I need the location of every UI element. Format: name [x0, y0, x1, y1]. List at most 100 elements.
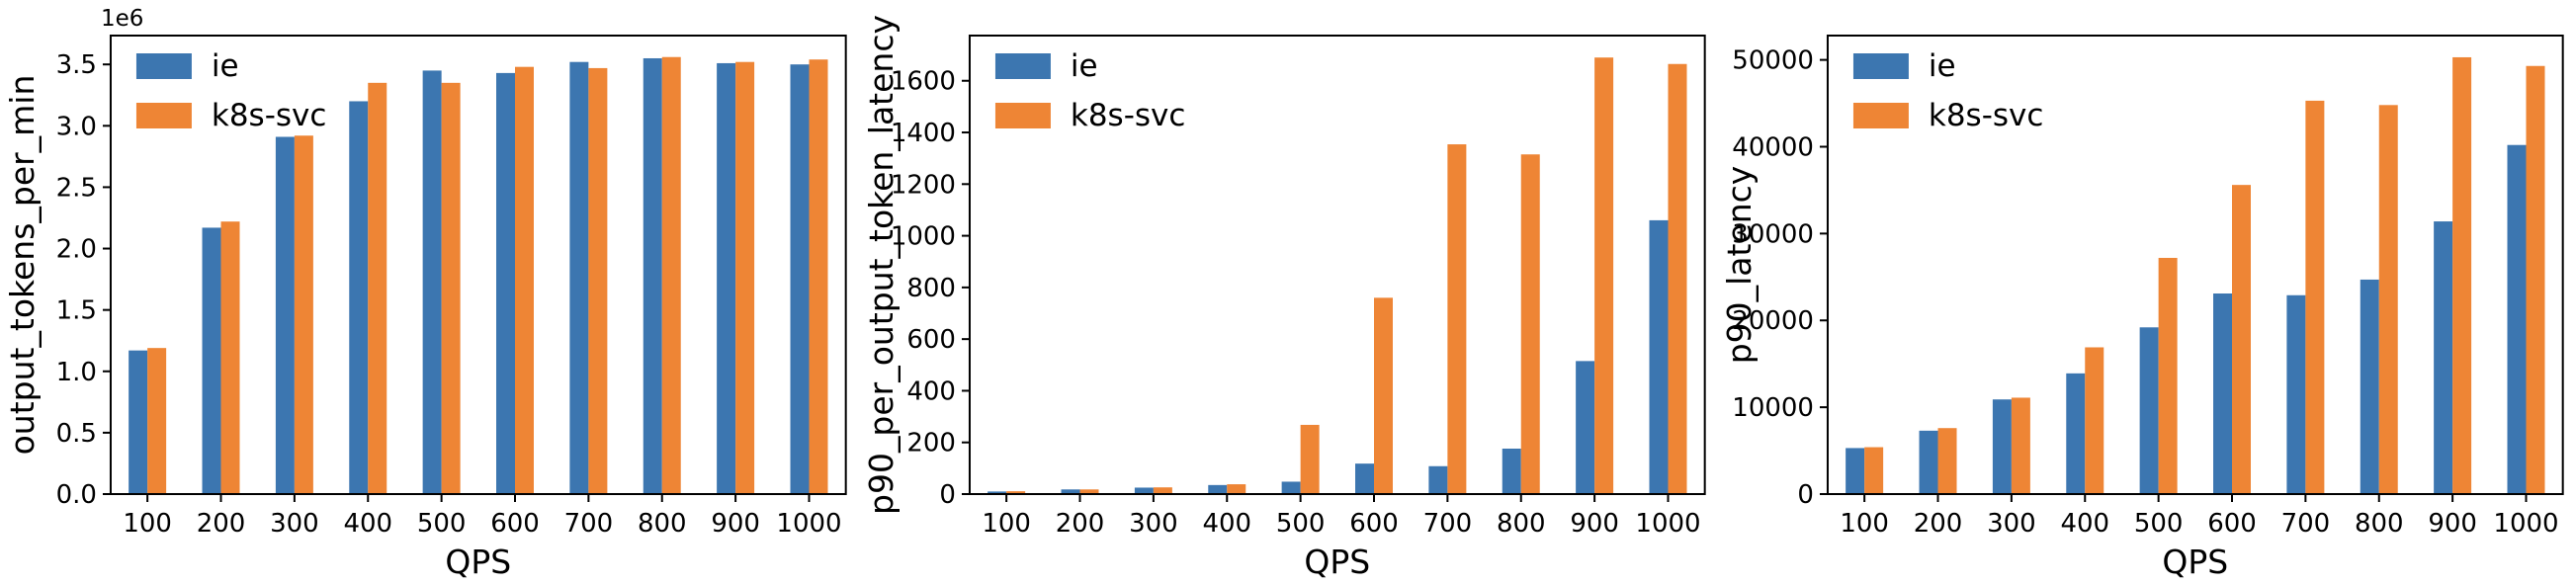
x-axis-label: QPS [1304, 543, 1370, 581]
bar-ie-700 [569, 61, 589, 494]
y-tick-label: 1.0 [56, 358, 97, 387]
legend-swatch-ie [994, 53, 1051, 79]
bar-ie-300 [275, 136, 295, 494]
y-tick-label: 30000 [1733, 219, 1815, 249]
legend-label-k8s-svc: k8s-svc [1929, 98, 2043, 133]
x-tick-label: 800 [638, 509, 687, 539]
y-tick-label: 400 [906, 376, 956, 406]
x-tick-label: 300 [1987, 509, 2036, 539]
bar-ie-300 [1134, 487, 1154, 494]
chart-output-tokens-per-min: 0.0 0.5 1.0 1.5 2.0 2.5 3.0 3.5 100 200 300 400 500 6… [0, 0, 859, 585]
legend-swatch-k8s-svc [1853, 103, 1910, 128]
bar-k8s-svc-200 [1937, 428, 1957, 494]
x-tick-label: 300 [270, 509, 319, 539]
y-tick-label: 20000 [1733, 306, 1815, 336]
bar-ie-800 [2361, 279, 2380, 494]
bar-ie-500 [2139, 327, 2159, 494]
bar-ie-1000 [1649, 219, 1669, 494]
bar-ie-600 [1354, 463, 1374, 494]
bar-ie-400 [349, 101, 369, 494]
legend-label-ie: ie [1929, 48, 1956, 84]
bar-k8s-svc-1000 [1668, 63, 1687, 494]
bar-k8s-svc-600 [2232, 185, 2252, 494]
bar-k8s-svc-800 [2379, 105, 2399, 494]
x-tick-label: 600 [1349, 509, 1399, 539]
bar-k8s-svc-400 [368, 82, 387, 495]
bar-ie-600 [496, 72, 516, 494]
bar-k8s-svc-800 [661, 56, 681, 494]
x-tick-label: 500 [2134, 509, 2184, 539]
bar-ie-400 [2066, 373, 2086, 494]
x-tick-label: 500 [417, 509, 467, 539]
bar-ie-200 [1919, 430, 1938, 494]
bar-k8s-svc-1000 [2526, 65, 2545, 495]
x-axis-label: QPS [445, 543, 511, 581]
bar-ie-800 [1502, 448, 1521, 494]
bar-k8s-svc-200 [1079, 489, 1099, 494]
bar-k8s-svc-800 [1520, 154, 1540, 494]
bar-k8s-svc-300 [1153, 487, 1172, 494]
bar-k8s-svc-1000 [809, 59, 828, 494]
chart-p90-latency-canvas: 0 10000 20000 30000 40000 50000 100 200 300 400 50… [1720, 35, 2565, 581]
x-tick-label: 400 [343, 509, 392, 539]
bar-k8s-svc-700 [588, 67, 608, 494]
y-axis-label: p90_per_output_token_latency [862, 15, 901, 515]
bar-ie-100 [987, 491, 1006, 494]
x-tick-label: 500 [1276, 509, 1326, 539]
y-tick-label: 0.5 [56, 419, 97, 449]
y-tick-label: 0 [1798, 480, 1815, 510]
bar-ie-500 [422, 70, 442, 494]
bar-ie-400 [1207, 484, 1227, 494]
bar-k8s-svc-100 [147, 348, 167, 494]
bar-ie-700 [1428, 465, 1448, 494]
x-tick-label: 300 [1129, 509, 1178, 539]
y-tick-label: 1000 [891, 222, 956, 252]
legend-swatch-k8s-svc [135, 103, 192, 128]
bar-ie-900 [717, 62, 736, 494]
x-tick-label: 1000 [1635, 509, 1700, 539]
x-tick-label: 1000 [2494, 509, 2559, 539]
y-tick-label: 3.0 [56, 112, 97, 141]
x-tick-label: 200 [1914, 509, 1963, 539]
y-tick-label: 1400 [891, 119, 956, 148]
x-tick-label: 200 [1055, 509, 1104, 539]
y-tick-label: 2.0 [56, 235, 97, 265]
y-tick-label: 800 [906, 274, 956, 303]
x-tick-label: 100 [982, 509, 1031, 539]
bar-k8s-svc-400 [1226, 484, 1245, 494]
y-tick-label: 1600 [891, 67, 956, 97]
x-tick-label: 100 [123, 509, 172, 539]
y-tick-label: 0 [939, 480, 956, 510]
x-tick-label: 800 [1497, 509, 1546, 539]
y-tick-label: 3.5 [56, 50, 97, 80]
y-tick-label: 40000 [1733, 132, 1815, 162]
bar-k8s-svc-900 [2452, 56, 2472, 494]
bar-ie-900 [1575, 361, 1594, 494]
y-tick-label: 600 [906, 325, 956, 355]
bar-k8s-svc-300 [2012, 397, 2031, 494]
bar-ie-200 [202, 227, 221, 494]
bar-ie-1000 [790, 64, 810, 495]
y-tick-label: 2.5 [56, 173, 97, 203]
legend-swatch-ie [1853, 53, 1910, 79]
x-tick-label: 800 [2355, 509, 2404, 539]
bar-k8s-svc-100 [1005, 491, 1025, 494]
bar-k8s-svc-600 [515, 66, 534, 495]
y-tick-label: 200 [906, 429, 956, 459]
bar-k8s-svc-900 [735, 61, 755, 494]
axis-offset-text: 1e6 [101, 6, 143, 32]
chart-p90-per-output-token-latency-canvas: 0 200 400 600 800 1000 1200 1400 1600 100 200 300 40… [862, 15, 1706, 581]
bar-ie-300 [1993, 399, 2013, 494]
bar-k8s-svc-700 [2305, 100, 2325, 494]
y-axis-label: output_tokens_per_min [3, 75, 42, 456]
x-tick-label: 700 [1422, 509, 1472, 539]
legend-swatch-ie [135, 53, 192, 79]
bar-k8s-svc-900 [1593, 57, 1613, 494]
bar-ie-500 [1281, 481, 1301, 494]
bar-k8s-svc-600 [1373, 297, 1393, 494]
x-tick-label: 900 [1570, 509, 1619, 539]
bar-ie-100 [129, 350, 148, 494]
chart-output-tokens-per-min-canvas: 0.0 0.5 1.0 1.5 2.0 2.5 3.0 3.5 100 200 300 400 500 6… [3, 6, 847, 581]
y-tick-label: 50000 [1733, 46, 1815, 76]
x-tick-label: 400 [1202, 509, 1251, 539]
